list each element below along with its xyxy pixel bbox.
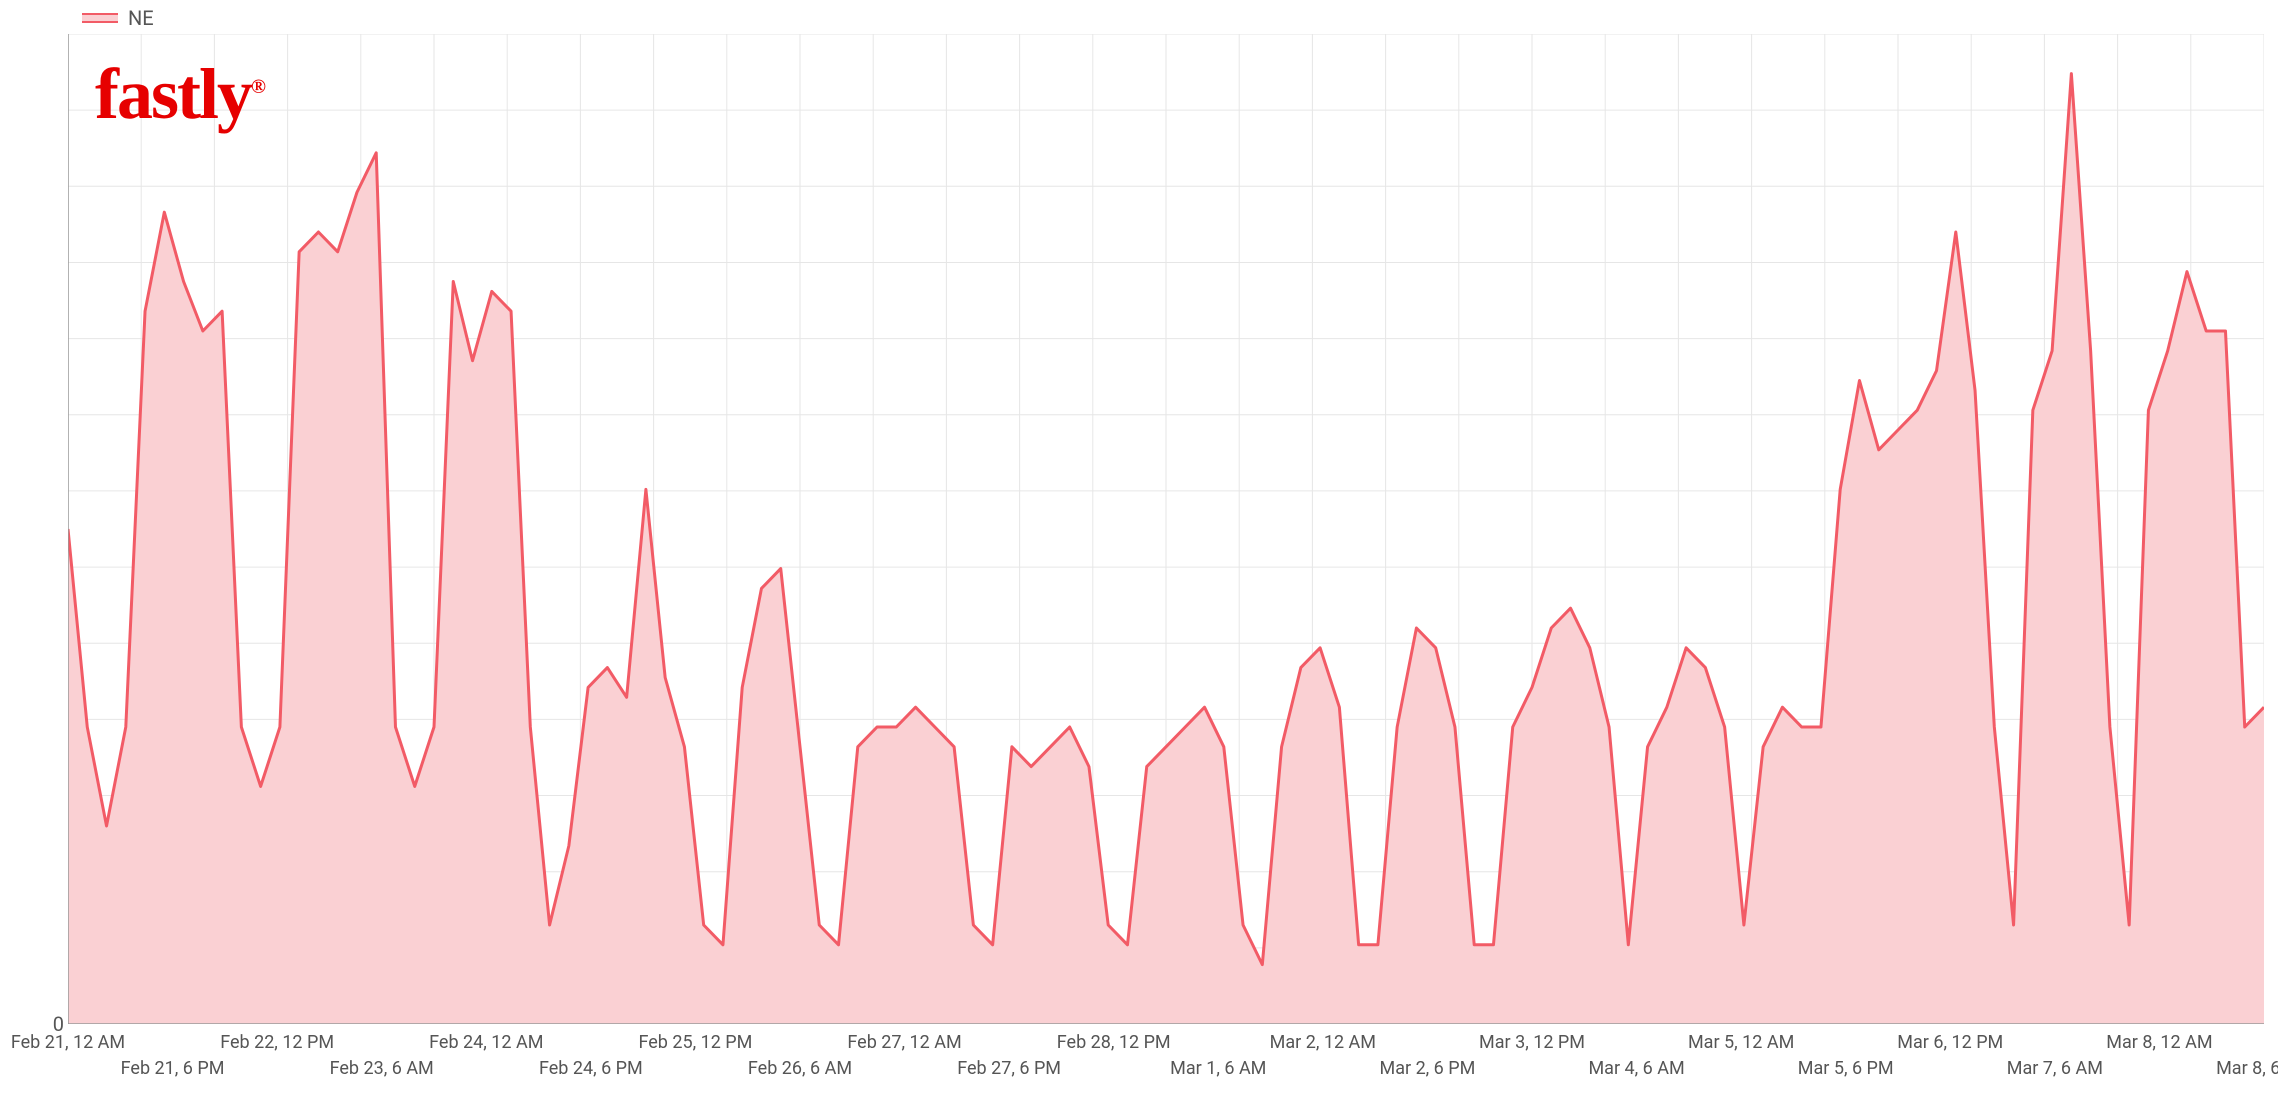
legend-swatch: [82, 13, 118, 23]
x-tick-label: Feb 26, 6 AM: [748, 1058, 852, 1079]
x-tick-label: Mar 8, 12 AM: [2106, 1032, 2212, 1053]
x-tick-label: Mar 4, 6 AM: [1588, 1058, 1684, 1079]
x-tick-label: Feb 22, 12 PM: [220, 1032, 334, 1053]
x-tick-label: Mar 5, 12 AM: [1688, 1032, 1794, 1053]
area-chart: [68, 34, 2264, 1024]
x-tick-label: Feb 27, 6 PM: [957, 1058, 1061, 1079]
x-tick-label: Mar 6, 12 PM: [1897, 1032, 2003, 1053]
x-tick-label: Feb 24, 12 AM: [429, 1032, 543, 1053]
x-tick-label: Mar 2, 12 AM: [1270, 1032, 1376, 1053]
x-tick-label: Mar 1, 6 AM: [1170, 1058, 1266, 1079]
x-tick-label: Feb 28, 12 PM: [1057, 1032, 1171, 1053]
x-tick-label: Mar 8, 6 PM: [2216, 1058, 2278, 1079]
x-tick-label: Mar 2, 6 PM: [1379, 1058, 1475, 1079]
x-tick-label: Feb 21, 6 PM: [121, 1058, 225, 1079]
x-tick-label: Mar 7, 6 AM: [2007, 1058, 2103, 1079]
x-tick-label: Feb 25, 12 PM: [638, 1032, 752, 1053]
legend: NE: [82, 6, 154, 30]
chart-container: NE fastly® 0 Feb 21, 12 AMFeb 22, 12 PMF…: [0, 0, 2278, 1095]
x-tick-label: Mar 3, 12 PM: [1479, 1032, 1585, 1053]
x-tick-label: Feb 23, 6 AM: [330, 1058, 434, 1079]
x-tick-label: Mar 5, 6 PM: [1798, 1058, 1894, 1079]
x-tick-label: Feb 24, 6 PM: [539, 1058, 643, 1079]
legend-label: NE: [128, 6, 154, 30]
x-tick-label: Feb 27, 12 AM: [847, 1032, 961, 1053]
x-tick-label: Feb 21, 12 AM: [11, 1032, 125, 1053]
fastly-logo: fastly®: [95, 58, 264, 130]
